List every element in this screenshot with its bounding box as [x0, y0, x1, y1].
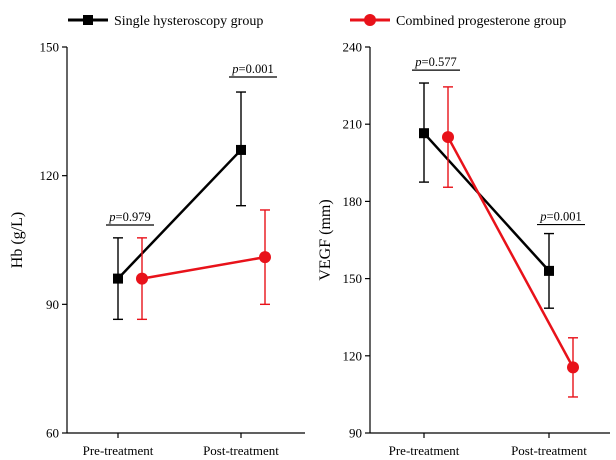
p-value-symbol: p	[108, 210, 115, 224]
x-tick-label: Post-treatment	[203, 443, 279, 458]
data-point-square	[419, 128, 429, 139]
data-point-square	[544, 265, 554, 276]
y-tick-label: 90	[46, 297, 59, 312]
series-line	[117, 149, 242, 280]
y-tick-label: 120	[343, 348, 363, 363]
p-value-symbol: p	[414, 55, 421, 69]
p-value-number: =0.979	[116, 210, 151, 224]
data-point-circle	[442, 131, 454, 144]
y-tick-label: 150	[40, 40, 60, 55]
legend-item-single-hysteroscopy: Single hysteroscopy group	[68, 14, 263, 29]
y-tick-label: 210	[343, 117, 363, 132]
data-point-circle	[567, 361, 579, 374]
legend-item-combined-progesterone: Combined progesterone group	[350, 14, 566, 29]
p-value-label: p=0.001	[539, 210, 581, 224]
legend: Single hysteroscopy group Combined proge…	[68, 14, 566, 29]
y-tick-label: 60	[46, 426, 59, 441]
y-tick-label: 90	[349, 426, 362, 441]
p-value-label: p=0.577	[414, 55, 456, 69]
legend-label-single: Single hysteroscopy group	[114, 14, 263, 29]
series-line	[141, 255, 266, 280]
y-tick-label: 120	[40, 168, 60, 183]
p-value-number: =0.001	[547, 210, 582, 224]
legend-marker-circle-icon	[364, 14, 376, 26]
chart-panel-hb: Hb (g/L) 60 90 120 150 Pre-treatment Post-tre…	[9, 40, 305, 458]
series-line	[446, 136, 575, 368]
p-value-label: p=0.979	[108, 210, 150, 224]
chart-panel-vegf: VEGF (mm) 90 120 150 180 210 240 Pre-treatment…	[317, 40, 610, 458]
y-axis-title-vegf: VEGF (mm)	[317, 199, 334, 280]
data-point-circle	[136, 272, 148, 285]
y-tick-label: 240	[343, 40, 363, 55]
x-tick-label: Pre-treatment	[83, 443, 154, 458]
x-tick-label: Pre-treatment	[389, 443, 460, 458]
series-line	[423, 132, 550, 272]
p-value-label: p=0.001	[231, 62, 273, 76]
p-value-symbol: p	[231, 62, 238, 76]
y-tick-label: 180	[343, 194, 363, 209]
y-tick-label: 150	[343, 271, 363, 286]
y-axis-title-hb: Hb (g/L)	[9, 212, 26, 268]
data-point-circle	[259, 251, 271, 264]
legend-label-combined: Combined progesterone group	[396, 14, 566, 29]
p-value-number: =0.577	[422, 55, 457, 69]
legend-marker-square-icon	[83, 15, 93, 25]
x-tick-label: Post-treatment	[511, 443, 587, 458]
p-value-number: =0.001	[239, 62, 274, 76]
data-point-square	[236, 144, 246, 155]
data-point-square	[113, 273, 123, 284]
p-value-symbol: p	[539, 210, 546, 224]
